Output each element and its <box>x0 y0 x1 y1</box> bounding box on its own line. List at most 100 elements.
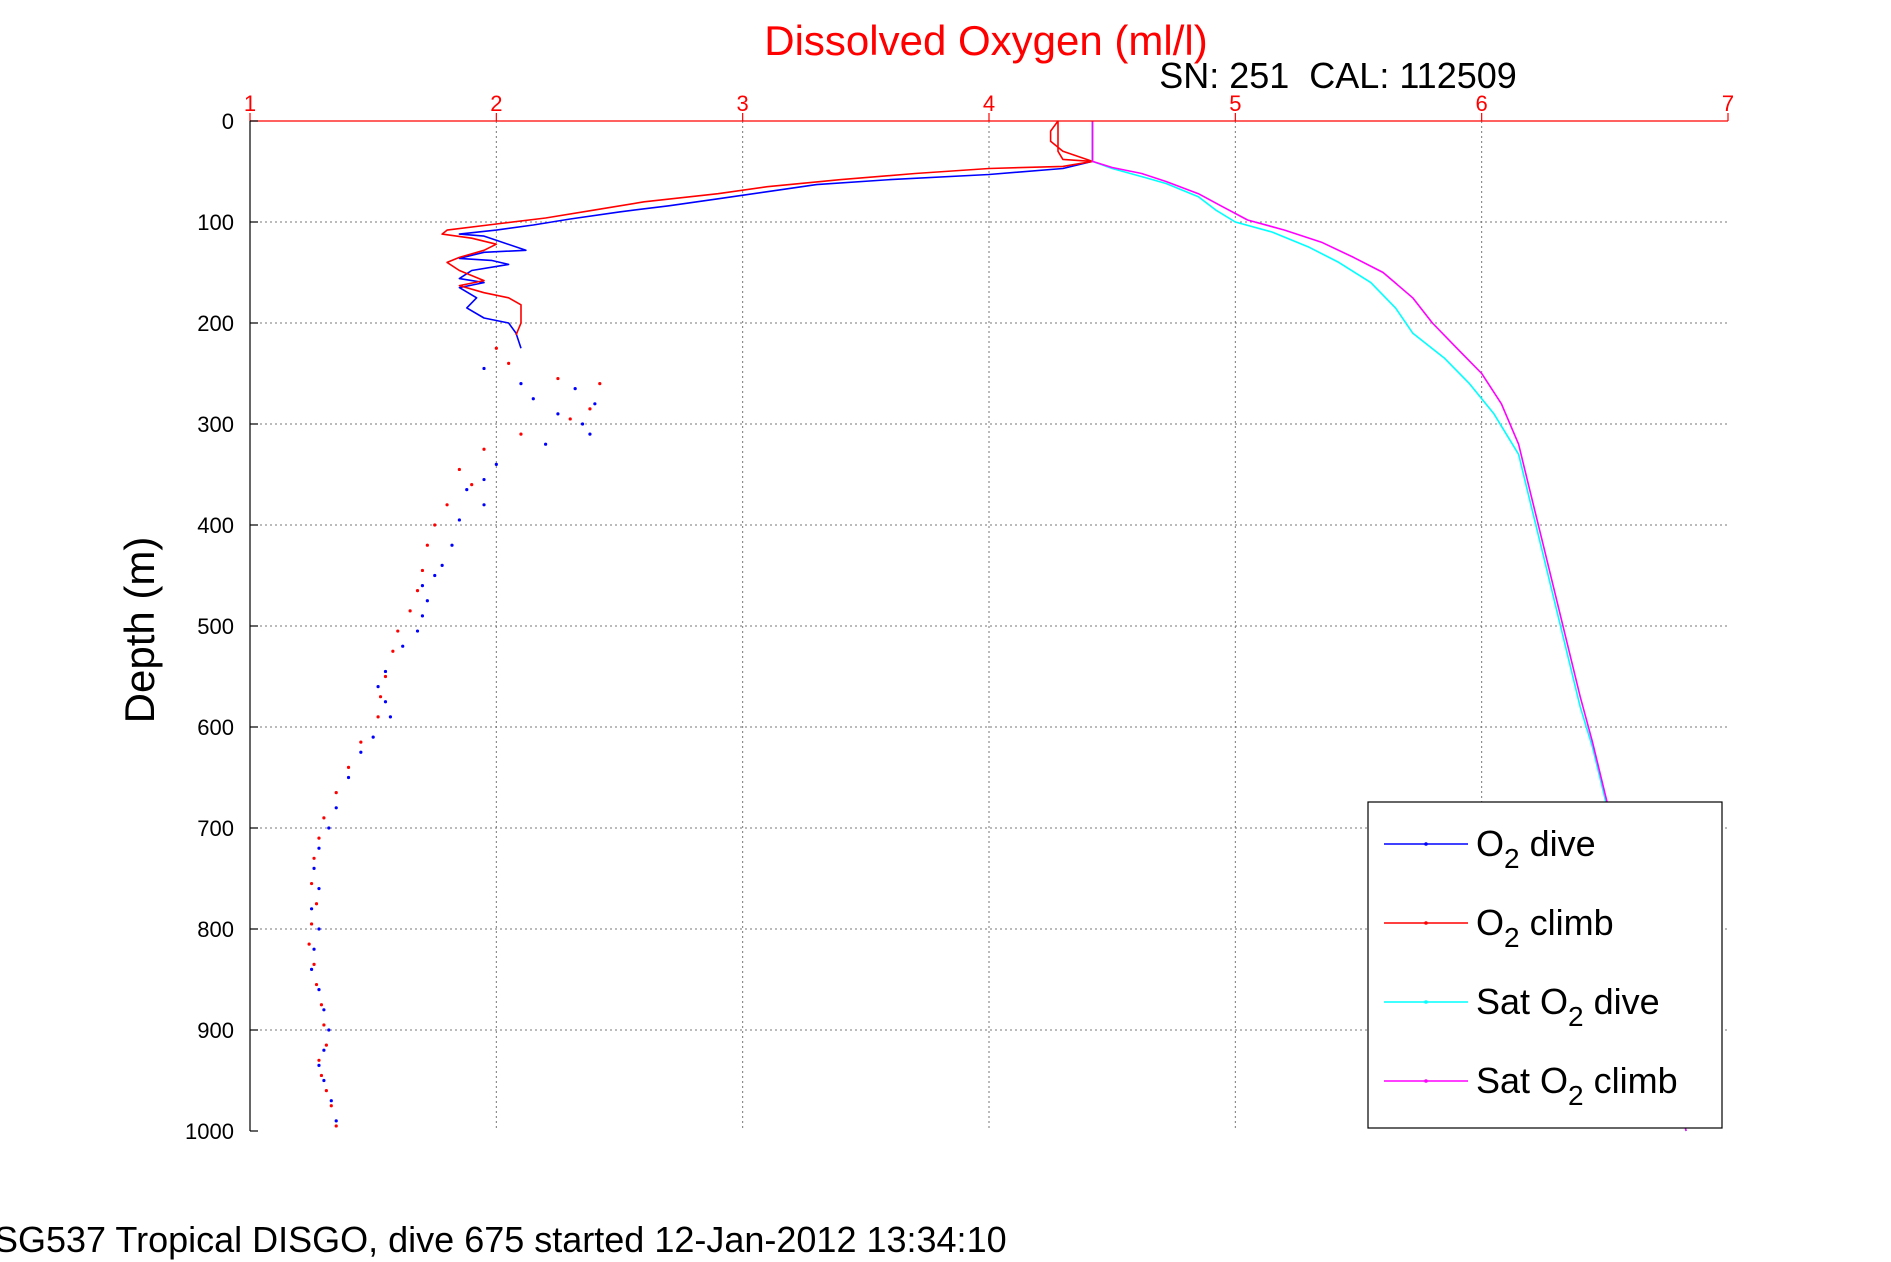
data-point-o2_climb <box>322 1023 326 1027</box>
data-point-o2_climb <box>420 568 425 573</box>
y-tick-label: 400 <box>197 513 234 538</box>
data-point-o2_dive <box>457 518 461 522</box>
chart-title: Dissolved Oxygen (ml/l) <box>764 17 1207 64</box>
x-tick-label: 6 <box>1476 91 1488 116</box>
series-line-o2_dive <box>458 121 1094 349</box>
data-point-o2_dive <box>383 700 388 704</box>
data-point-o2_dive <box>346 775 351 780</box>
data-point-o2_climb <box>317 1058 321 1062</box>
data-point-o2_dive <box>531 397 535 401</box>
data-point-o2_dive <box>322 1008 326 1012</box>
data-point-o2_climb <box>324 1089 328 1093</box>
axes: 1 2 3 4 5 6 7 0 100 200 300 400 500 600 700 800 900 1000 <box>185 91 1734 1144</box>
data-point-o2_climb <box>359 740 363 744</box>
data-point-o2_dive <box>440 563 444 568</box>
legend-box <box>1367 801 1723 1129</box>
chart-subtitle: SN: 251 CAL: 112509 <box>1159 55 1517 96</box>
data-point-o2_climb <box>408 609 412 613</box>
y-tick-label: 800 <box>197 917 234 942</box>
data-point-o2_dive <box>519 382 523 386</box>
data-point-o2_climb <box>319 1003 324 1007</box>
data-point-o2_dive <box>334 1119 338 1123</box>
data-point-o2_climb <box>396 629 400 633</box>
data-point-o2_dive <box>312 866 316 871</box>
x-tick-label: 5 <box>1229 91 1241 116</box>
data-point-o2_climb <box>312 962 316 966</box>
data-point-o2_dive <box>317 1063 321 1067</box>
data-point-o2_dive <box>465 488 469 492</box>
data-point-o2_dive <box>593 402 597 406</box>
data-point-o2_climb <box>307 942 311 946</box>
data-point-o2_climb <box>312 856 316 860</box>
data-point-o2_climb <box>588 407 592 411</box>
data-point-o2_dive <box>580 422 585 426</box>
data-point-o2_dive <box>588 432 592 436</box>
data-point-o2_dive <box>327 826 331 830</box>
x-tick-label: 1 <box>244 91 256 116</box>
data-point-o2_climb <box>433 523 437 527</box>
y-tick-label: 1000 <box>185 1119 234 1144</box>
data-point-o2_climb <box>334 1124 338 1128</box>
data-point-o2_dive <box>556 412 560 416</box>
y-tick-label: 0 <box>222 109 234 134</box>
data-point-o2_climb <box>314 982 319 987</box>
data-point-o2_climb <box>470 483 474 487</box>
data-point-o2_dive <box>359 750 363 754</box>
data-point-o2_dive <box>573 387 577 391</box>
data-point-o2_dive <box>327 1028 331 1032</box>
data-point-o2_dive <box>401 644 405 648</box>
data-point-o2_dive <box>322 1078 326 1083</box>
data-point-o2_climb <box>445 503 449 507</box>
data-point-o2_dive <box>371 735 375 739</box>
data-point-o2_climb <box>425 543 429 547</box>
y-tick-label: 500 <box>197 614 234 639</box>
data-point-o2_climb <box>309 881 314 886</box>
data-point-o2_climb <box>482 447 486 451</box>
data-point-o2_dive <box>317 887 321 891</box>
legend-swatch-marker-sat_dive <box>1424 1000 1428 1004</box>
data-point-o2_climb <box>383 674 388 679</box>
data-point-o2_dive <box>425 599 429 603</box>
data-point-o2_dive <box>317 927 321 931</box>
x-tick-label: 3 <box>737 91 749 116</box>
data-point-o2_dive <box>420 614 425 618</box>
data-point-o2_climb <box>598 382 602 386</box>
data-point-o2_dive <box>312 947 316 951</box>
data-point-o2_climb <box>494 346 498 350</box>
data-point-o2_climb <box>324 1043 328 1047</box>
data-point-o2_dive <box>544 442 548 446</box>
data-point-o2_climb <box>376 715 380 719</box>
data-point-o2_dive <box>383 669 388 674</box>
data-point-o2_dive <box>334 806 338 810</box>
data-point-o2_dive <box>317 846 321 850</box>
y-tick-label: 300 <box>197 412 234 437</box>
data-point-o2_dive <box>420 584 425 588</box>
data-point-o2_dive <box>322 1048 326 1052</box>
data-point-o2_climb <box>556 376 560 381</box>
data-point-o2_climb <box>415 589 420 593</box>
data-point-o2_climb <box>314 902 319 906</box>
data-point-o2_dive <box>309 967 314 972</box>
y-tick-label: 200 <box>197 311 234 336</box>
data-point-o2_dive <box>388 715 393 719</box>
data-point-o2_dive <box>482 366 486 371</box>
legend-label-o2_dive: O2 dive <box>1476 823 1596 874</box>
data-point-o2_climb <box>322 816 326 820</box>
data-point-o2_dive <box>433 573 437 578</box>
y-tick-label: 900 <box>197 1018 234 1043</box>
series-line-o2_climb <box>441 120 1094 336</box>
footer-caption: SG537 Tropical DISGO, dive 675 started 1… <box>0 1219 1007 1260</box>
data-point-o2_climb <box>309 922 314 926</box>
data-point-o2_dive <box>317 988 321 992</box>
data-point-o2_climb <box>334 791 338 795</box>
legend-swatch-marker-o2_climb <box>1424 921 1428 925</box>
data-point-o2_climb <box>329 1104 333 1108</box>
data-point-o2_climb <box>568 417 572 421</box>
legend-label-sat_dive: Sat O2 dive <box>1476 981 1660 1032</box>
data-point-o2_dive <box>482 477 486 482</box>
data-point-o2_dive <box>309 907 314 911</box>
data-point-o2_climb <box>391 649 395 653</box>
x-tick-label: 2 <box>490 91 502 116</box>
data-point-o2_dive <box>482 503 486 507</box>
data-point-o2_climb <box>346 765 351 770</box>
